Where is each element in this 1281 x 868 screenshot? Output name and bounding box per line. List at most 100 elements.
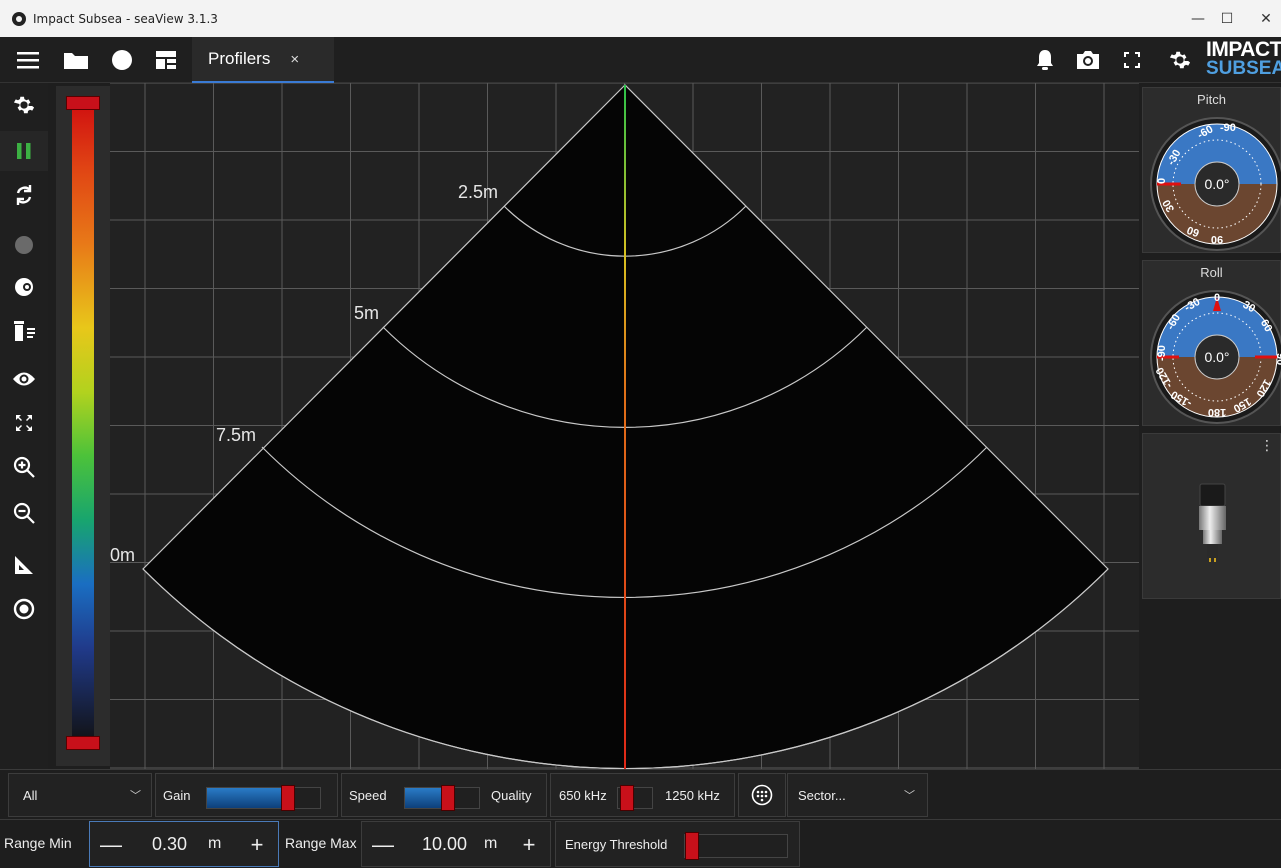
roll-tick-60: 60 bbox=[1258, 318, 1275, 335]
filter-select[interactable]: All ﹀ bbox=[8, 773, 152, 817]
right-panel: Pitch 0.0° -90 -60 -30 0 30 60 90 Roll bbox=[1139, 83, 1281, 769]
close-window-button[interactable]: ✕ bbox=[1260, 11, 1272, 27]
settings-gear-icon[interactable] bbox=[0, 85, 48, 125]
eye-icon[interactable] bbox=[0, 359, 48, 399]
range-label-2.5m: 2.5m bbox=[458, 182, 498, 202]
frequency-slider[interactable] bbox=[617, 785, 653, 811]
range-max-decrement-button[interactable]: — bbox=[372, 832, 394, 857]
frequency-control: 650 kHz 1250 kHz bbox=[550, 773, 735, 817]
logo-line1: IMPACT bbox=[1206, 38, 1281, 61]
pitch-tick-30: 30 bbox=[1161, 197, 1178, 214]
palette-icon[interactable] bbox=[0, 267, 48, 307]
range-min-increment-button[interactable]: + bbox=[250, 832, 264, 857]
zoom-in-icon[interactable] bbox=[0, 447, 48, 487]
sector-select[interactable]: Sector... ﹀ bbox=[787, 773, 928, 817]
gear-icon[interactable] bbox=[1160, 37, 1200, 83]
menu-icon[interactable] bbox=[8, 37, 48, 83]
impact-subsea-logo: IMPACT SUBSEA bbox=[1206, 38, 1281, 79]
range-max-label: Range Max bbox=[285, 835, 357, 851]
range-min-stepper: — 0.30 m + bbox=[89, 821, 279, 867]
range-max-stepper: — 10.00 m + bbox=[361, 821, 551, 867]
range-min-value[interactable]: 0.30 bbox=[152, 834, 188, 854]
speed-label: Speed bbox=[349, 788, 387, 803]
range-max-value[interactable]: 10.00 bbox=[422, 834, 468, 854]
pitch-tick-0: 0 bbox=[1156, 178, 1168, 184]
roll-tick-30: 30 bbox=[1241, 299, 1258, 316]
sonar-display[interactable]: 2.5m 5m 7.5m 0m bbox=[110, 82, 1139, 770]
roll-label: Roll bbox=[1200, 265, 1223, 280]
range-max-unit: m bbox=[484, 835, 498, 852]
energy-threshold-label: Energy Threshold bbox=[565, 837, 668, 852]
chevron-down-icon: ﹀ bbox=[904, 790, 915, 802]
speed-quality-control: Speed Quality bbox=[341, 773, 547, 817]
filter-select-value: All bbox=[23, 788, 38, 803]
maximize-button[interactable]: ☐ bbox=[1220, 11, 1234, 27]
bell-icon[interactable] bbox=[1025, 37, 1065, 83]
logo-line2: SUBSEA bbox=[1206, 58, 1281, 79]
roll-tick-0: 0 bbox=[1214, 292, 1220, 304]
roll-gauge: 0.0° 0 30 60 90 120 150 180 -150 -120 -9… bbox=[1150, 290, 1281, 424]
layout-icon[interactable] bbox=[146, 37, 186, 83]
freq-high-label: 1250 kHz bbox=[665, 788, 720, 803]
device-panel: ⋮ bbox=[1142, 433, 1281, 599]
speed-quality-thumb[interactable] bbox=[440, 785, 455, 811]
range-max-increment-button[interactable]: + bbox=[522, 832, 536, 857]
measure-icon[interactable] bbox=[0, 545, 48, 585]
roll-tick-90: 90 bbox=[1274, 353, 1281, 365]
energy-threshold-slider[interactable] bbox=[684, 832, 788, 860]
tab-profilers[interactable]: Profilers × bbox=[192, 37, 334, 83]
refresh-icon[interactable] bbox=[0, 175, 48, 215]
range-label-0m: 0m bbox=[110, 545, 135, 565]
sonar-sector-svg: 2.5m 5m 7.5m 0m bbox=[110, 82, 1139, 770]
clear-list-icon[interactable] bbox=[0, 311, 48, 351]
device-menu-icon[interactable]: ⋮ bbox=[1260, 438, 1274, 454]
pitch-label: Pitch bbox=[1197, 92, 1226, 107]
pause-icon[interactable] bbox=[0, 131, 48, 171]
gain-slider[interactable] bbox=[206, 785, 321, 811]
controls-row-2: Range Min — 0.30 m + Range Max — 10.00 m… bbox=[0, 819, 1281, 867]
controls-row-1: All ﹀ Gain Speed Quality 650 kHz 1250 kH… bbox=[0, 769, 1281, 819]
freq-low-label: 650 kHz bbox=[559, 788, 607, 803]
grid-dots-icon bbox=[751, 784, 773, 806]
color-scale-panel bbox=[56, 86, 110, 766]
chevron-down-icon: ﹀ bbox=[130, 790, 141, 802]
pitch-gauge: 0.0° -90 -60 -30 0 30 60 90 bbox=[1150, 117, 1281, 251]
fit-icon[interactable] bbox=[0, 403, 48, 443]
pitch-tick-60: 60 bbox=[1185, 223, 1201, 238]
pitch-value: 0.0° bbox=[1204, 176, 1229, 192]
left-sidebar bbox=[0, 83, 48, 769]
record-icon[interactable] bbox=[102, 37, 142, 83]
range-min-unit: m bbox=[208, 835, 222, 852]
main-toolbar: Profilers × IMPACT SUBSEA bbox=[0, 37, 1281, 83]
frequency-slider-thumb[interactable] bbox=[619, 785, 634, 811]
camera-icon[interactable] bbox=[1068, 37, 1108, 83]
color-scale-bar bbox=[72, 104, 94, 744]
speed-quality-slider[interactable] bbox=[404, 785, 480, 811]
roll-tick-180: 180 bbox=[1208, 406, 1226, 418]
range-label-7.5m: 7.5m bbox=[216, 425, 256, 445]
pitch-tick-minus90: -90 bbox=[1220, 122, 1236, 134]
window-title: Impact Subsea - seaView 3.1.3 bbox=[33, 12, 218, 26]
minimize-button[interactable]: — bbox=[1191, 11, 1205, 27]
record-dot-icon[interactable] bbox=[0, 225, 48, 265]
roll-tick-minus90: -90 bbox=[1156, 345, 1168, 361]
window-titlebar: Impact Subsea - seaView 3.1.3 — ☐ ✕ bbox=[0, 0, 1281, 37]
sonar-mode-button[interactable] bbox=[738, 773, 786, 817]
pitch-panel: Pitch 0.0° -90 -60 -30 0 30 60 90 bbox=[1142, 87, 1281, 253]
folder-icon[interactable] bbox=[56, 37, 96, 83]
color-scale-top-handle[interactable] bbox=[66, 96, 100, 110]
gain-label: Gain bbox=[163, 788, 191, 803]
gain-slider-thumb[interactable] bbox=[281, 785, 296, 811]
sensor-device-image bbox=[1199, 483, 1226, 562]
color-scale-bottom-handle[interactable] bbox=[66, 736, 100, 750]
tab-close-icon[interactable]: × bbox=[290, 50, 300, 68]
roll-value: 0.0° bbox=[1204, 349, 1229, 365]
range-min-decrement-button[interactable]: — bbox=[100, 832, 122, 857]
fullscreen-icon[interactable] bbox=[1112, 37, 1152, 83]
zoom-out-icon[interactable] bbox=[0, 493, 48, 533]
target-icon[interactable] bbox=[0, 589, 48, 629]
range-min-label: Range Min bbox=[4, 835, 72, 851]
app-icon bbox=[12, 12, 26, 26]
gain-slider-fill bbox=[207, 788, 289, 808]
energy-threshold-thumb[interactable] bbox=[685, 832, 699, 860]
